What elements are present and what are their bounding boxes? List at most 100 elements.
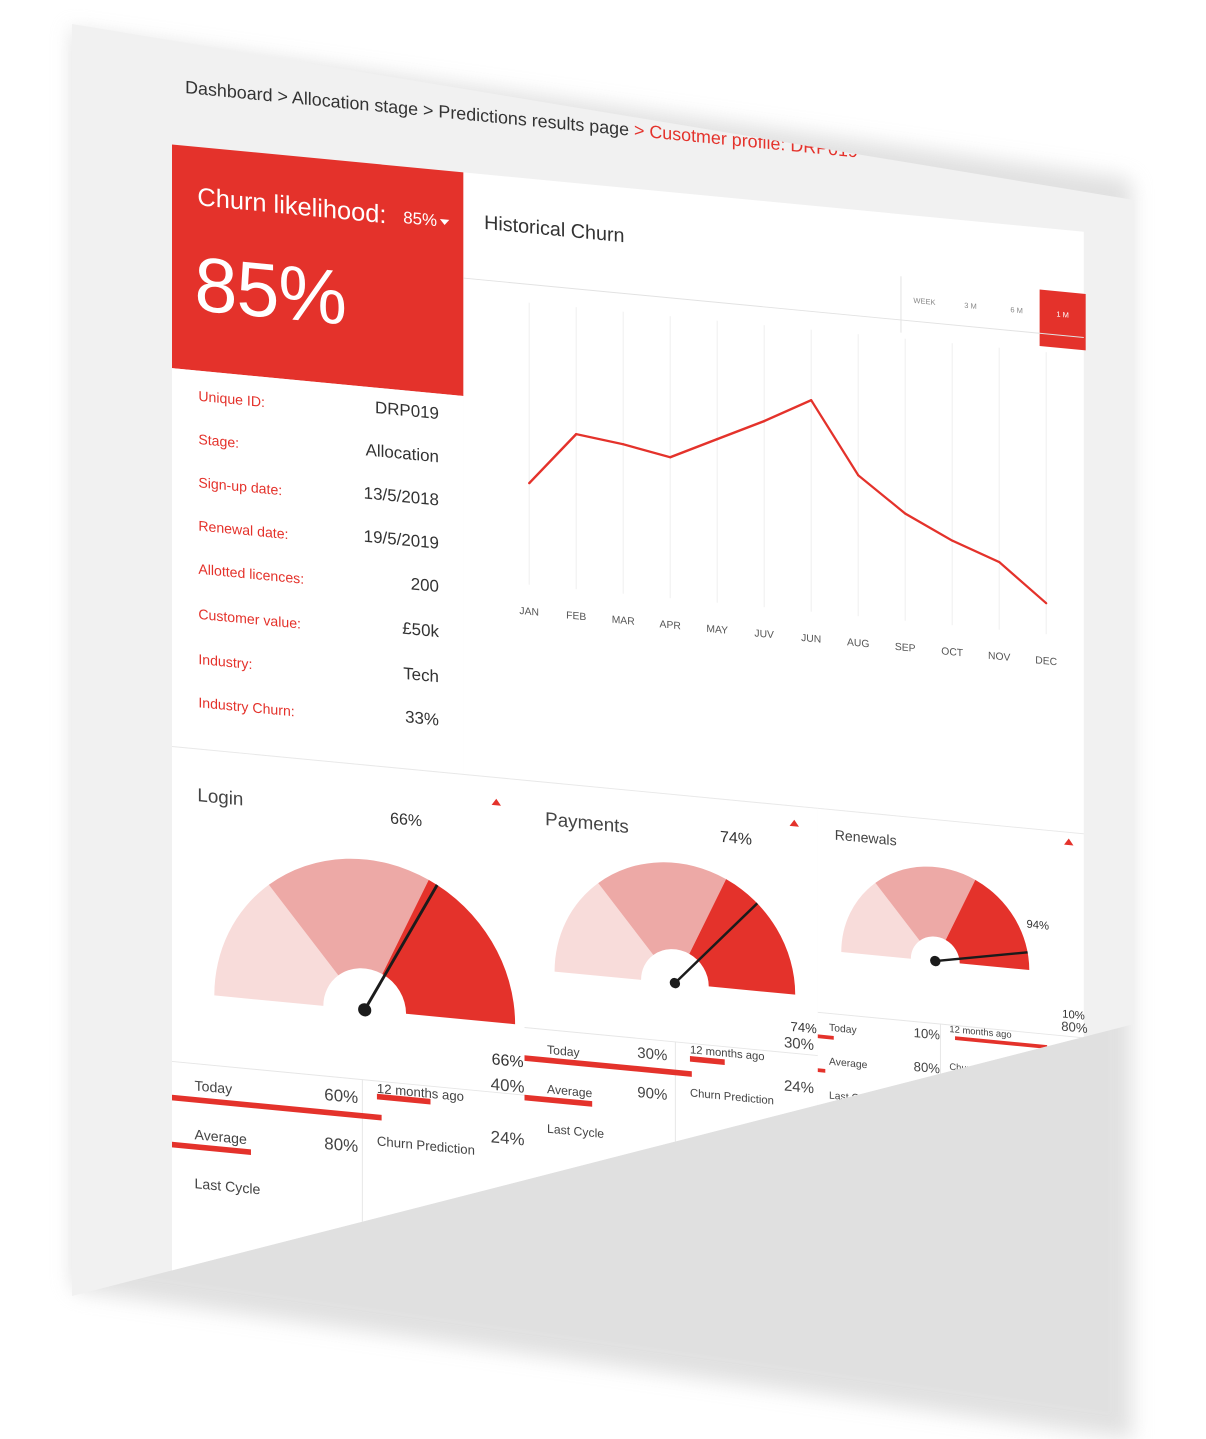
gauge-needle-hub (358, 1003, 372, 1017)
churn-point (528, 482, 531, 485)
metric-label: Churn Prediction (689, 1086, 774, 1108)
profile-row: Sign-up date: 13/5/2018 (198, 463, 439, 514)
metric-value: 10% (913, 1024, 941, 1043)
churn-point (669, 456, 672, 459)
profile-value: 19/5/2019 (363, 526, 439, 553)
gauge-dial (214, 858, 516, 1025)
breadcrumb: Dashboard > Allocation stage > Predictio… (185, 78, 858, 163)
profile-key: Sign-up date: (198, 475, 283, 500)
profile-key: Renewal date: (198, 518, 289, 543)
metrics-column-divider (361, 1079, 363, 1236)
gauge-segment (875, 866, 976, 941)
churn-point (763, 419, 766, 423)
profile-row: Industry Churn: 33% (198, 683, 439, 734)
profile-key: Allotted licences: (198, 561, 305, 588)
payments-gauge-card: Payments 74% 74% Today 30% Average 90% Last Cyc… (524, 779, 818, 1296)
profile-value: Tech (403, 663, 439, 687)
x-tick-label: MAY (706, 624, 728, 637)
login-gauge-card: Login 66% 66% Today 60% Average 80% Last Cycle 1… (172, 746, 525, 1296)
churn-likelihood-card: Churn likelihood: 85% 85% (172, 144, 464, 397)
profile-row: Customer value: £50k (198, 594, 439, 645)
gauge-needle (674, 902, 759, 985)
churn-likelihood-selector[interactable]: 85% (403, 207, 450, 232)
profile-key: Industry Churn: (198, 694, 295, 721)
x-tick-label: OCT (941, 646, 963, 659)
churn-point (716, 438, 719, 441)
profile-row: Industry: Tech (198, 640, 439, 691)
metric-value: 24% (783, 1078, 815, 1098)
breadcrumb-separator: > (422, 100, 434, 122)
x-tick-label: JUN (801, 633, 821, 646)
metric-value: 30% (637, 1045, 668, 1065)
metric-value: 24% (490, 1127, 525, 1150)
breadcrumb-separator: > (277, 86, 288, 108)
gauge-segment (214, 884, 339, 1006)
churn-likelihood-label: Churn likelihood: (197, 182, 387, 229)
profile-key: Stage: (198, 431, 240, 452)
gauge-needle-hub (930, 955, 941, 967)
churn-point (998, 560, 1001, 564)
dashboard-sheet: Dashboard > Allocation stage > Predictio… (172, 78, 1112, 1296)
breadcrumb-item-dashboard[interactable]: Dashboard (185, 78, 273, 107)
breadcrumb-separator: > (633, 120, 645, 142)
metric-label: Average (829, 1056, 868, 1072)
chevron-down-icon (439, 219, 450, 226)
churn-point (904, 512, 907, 515)
gauge-needle-label: 94% (1026, 917, 1050, 933)
x-tick-label: APR (660, 619, 681, 632)
metric-label: Churn Prediction (376, 1133, 475, 1158)
gauge-segment (945, 879, 1030, 971)
x-tick-label: NOV (988, 651, 1010, 664)
churn-point (622, 443, 625, 446)
gauge-dial (841, 866, 1030, 971)
gauge-segment (382, 879, 516, 1025)
profile-row: Renewal date: 19/5/2019 (198, 506, 439, 557)
churn-point (951, 539, 954, 542)
x-tick-label: FEB (566, 610, 586, 623)
historical-churn-chart: JAN FEB MAR APR MAY JUV JUN AUG SEP OCT NOV DEC (519, 302, 1058, 668)
x-tick-label: AUG (847, 637, 869, 650)
gauge-needle (363, 884, 439, 1011)
customer-profile-card: Unique ID: DRP019 Stage: Allocation Sign… (172, 368, 464, 774)
metric-label: Today (194, 1078, 233, 1098)
profile-key: Customer value: (198, 606, 301, 633)
profile-value: 13/5/2018 (363, 483, 439, 510)
metric-value: 80% (324, 1133, 359, 1156)
metric-progress-bar (817, 1068, 826, 1073)
gauge-segment (268, 858, 429, 976)
historical-churn-card: Historical Churn WEEK 3 M 6 M 1 M JAN FEB… (463, 172, 1086, 834)
gauge-segment (554, 883, 654, 980)
profile-row: Stage: Allocation (198, 420, 439, 471)
churn-point (857, 474, 860, 477)
metric-label: Last Cycle (194, 1175, 261, 1199)
profile-key: Unique ID: (198, 388, 265, 411)
churn-selector-value: 85% (403, 207, 438, 230)
metric-value: 80% (913, 1058, 941, 1077)
metric-progress-bar (817, 1034, 834, 1040)
breadcrumb-item-allocation[interactable]: Allocation stage (291, 88, 419, 121)
metric-value: 80% (1061, 1018, 1088, 1036)
churn-point (1045, 602, 1048, 605)
metric-value: 60% (324, 1084, 359, 1107)
churn-series-line (528, 399, 1047, 605)
metric-value: 30% (783, 1034, 815, 1054)
gauge-needle (935, 951, 1028, 963)
gauge-right-value: 74% (790, 1018, 817, 1037)
gauge-dial (554, 862, 796, 995)
gauge-needle-label: 66% (390, 809, 423, 831)
gauge-needle-label: 74% (720, 827, 753, 849)
profile-value: Allocation (365, 440, 439, 467)
churn-likelihood-value: 85% (194, 241, 347, 342)
gauge-segment (841, 882, 920, 959)
gauge-right-value: 66% (491, 1050, 524, 1072)
profile-value: DRP019 (374, 397, 439, 423)
historical-churn-title: Historical Churn (484, 211, 625, 247)
metric-label: Today (829, 1022, 857, 1037)
profile-row: Allotted licences: 200 (198, 549, 439, 600)
profile-value: £50k (402, 618, 439, 641)
metric-value: 90% (637, 1084, 668, 1104)
profile-key: Industry: (198, 651, 253, 673)
x-tick-label: DEC (1035, 655, 1057, 668)
x-tick-label: JUV (754, 628, 774, 641)
